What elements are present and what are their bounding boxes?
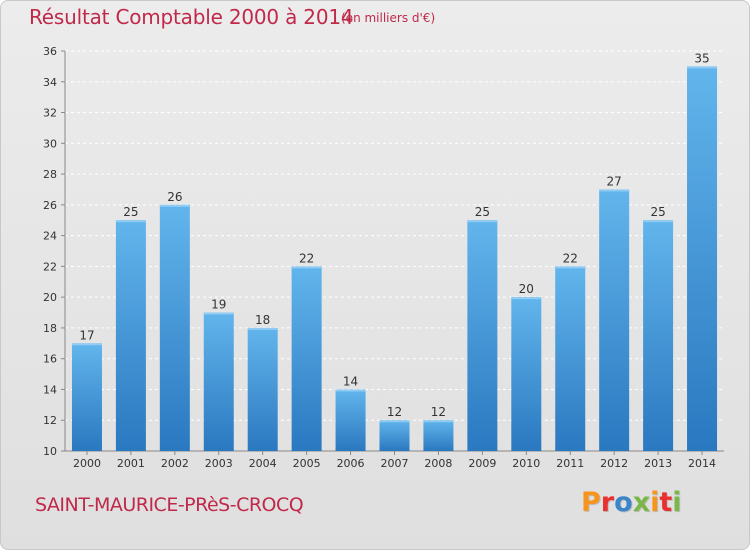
bar <box>247 327 278 451</box>
bar-highlight <box>687 66 718 69</box>
bar <box>643 220 674 451</box>
bar-highlight <box>159 204 190 207</box>
bar-highlight <box>423 420 454 423</box>
bar-highlight <box>511 297 542 300</box>
bar <box>599 189 630 451</box>
bar-highlight <box>335 389 366 392</box>
x-tick-label: 2004 <box>249 457 277 470</box>
data-label: 12 <box>387 405 402 419</box>
axes: 10 12 14 16 18 20 22 24 26 28 30 32 34 36 2000 2001 2002… <box>43 45 724 470</box>
bar <box>379 420 410 451</box>
bar <box>555 266 586 451</box>
logo-letter: t <box>659 487 673 518</box>
y-tick-label: 32 <box>43 107 57 120</box>
y-tick-label: 24 <box>43 230 57 243</box>
bar <box>159 204 190 451</box>
labels: 17 25 26 19 18 22 14 12 12 25 20 22 27 25 35 <box>79 51 709 419</box>
y-tick-label: 22 <box>43 260 57 273</box>
bar-highlight <box>643 220 674 223</box>
x-tick-label: 2007 <box>381 457 409 470</box>
bar-highlight <box>555 266 586 269</box>
data-label: 25 <box>650 205 665 219</box>
bar <box>291 266 322 451</box>
x-tick-label: 2006 <box>337 457 365 470</box>
bar <box>687 66 718 451</box>
bars <box>71 66 718 451</box>
x-tick-label: 2003 <box>205 457 233 470</box>
bar <box>335 389 366 451</box>
bar <box>511 297 542 451</box>
data-label: 26 <box>167 190 182 204</box>
bar-highlight <box>599 189 630 192</box>
x-tick-label: 2009 <box>468 457 496 470</box>
bar-highlight <box>247 327 278 330</box>
logo-letter: i <box>650 487 660 518</box>
x-tick-label: 2005 <box>293 457 321 470</box>
y-tick-label: 10 <box>43 445 57 458</box>
y-tick-label: 18 <box>43 322 57 335</box>
x-tick-label: 2014 <box>688 457 716 470</box>
data-label: 25 <box>123 205 138 219</box>
bar <box>115 220 146 451</box>
y-tick-label: 34 <box>43 76 57 89</box>
data-label: 12 <box>431 405 446 419</box>
data-label: 19 <box>211 298 226 312</box>
bar <box>203 312 234 451</box>
y-tick-label: 36 <box>43 45 57 58</box>
x-tick-label: 2013 <box>644 457 672 470</box>
x-tick-label: 2008 <box>424 457 452 470</box>
chart-title: Résultat Comptable 2000 à 2014 <box>29 5 354 29</box>
x-tick-label: 2001 <box>117 457 145 470</box>
proxiti-logo: Proxiti <box>581 487 682 518</box>
y-tick-label: 28 <box>43 168 57 181</box>
bar-highlight <box>115 220 146 223</box>
bar-highlight <box>71 343 102 346</box>
y-tick-label: 14 <box>43 383 57 396</box>
bar-highlight <box>379 420 410 423</box>
y-tick-label: 26 <box>43 199 57 212</box>
data-label: 20 <box>519 282 534 296</box>
data-label: 22 <box>563 251 578 265</box>
x-tick-label: 2000 <box>73 457 101 470</box>
bar-highlight <box>203 312 234 315</box>
bar <box>423 420 454 451</box>
bar <box>467 220 498 451</box>
data-label: 25 <box>475 205 490 219</box>
data-label: 22 <box>299 251 314 265</box>
logo-letter: r <box>600 487 615 518</box>
y-tick-label: 16 <box>43 353 57 366</box>
x-tick-label: 2011 <box>556 457 584 470</box>
data-label: 35 <box>694 51 709 65</box>
x-tick-label: 2012 <box>600 457 628 470</box>
x-tick-label: 2010 <box>512 457 540 470</box>
y-tick-label: 20 <box>43 291 57 304</box>
logo-letter: i <box>672 487 682 518</box>
data-label: 14 <box>343 374 358 388</box>
y-tick-label: 12 <box>43 414 57 427</box>
logo-letter: P <box>581 487 601 518</box>
data-label: 17 <box>79 328 94 342</box>
commune-name: SAINT-MAURICE-PRèS-CROCQ <box>35 494 304 516</box>
chart-subtitle: (en milliers d'€) <box>341 11 436 25</box>
logo-letter: o <box>614 487 633 518</box>
y-tick-label: 30 <box>43 137 57 150</box>
bar-highlight <box>467 220 498 223</box>
data-label: 27 <box>607 174 622 188</box>
bar <box>71 343 102 451</box>
data-label: 18 <box>255 313 270 327</box>
logo-letter: x <box>632 487 651 518</box>
bar-highlight <box>291 266 322 269</box>
x-tick-label: 2002 <box>161 457 189 470</box>
